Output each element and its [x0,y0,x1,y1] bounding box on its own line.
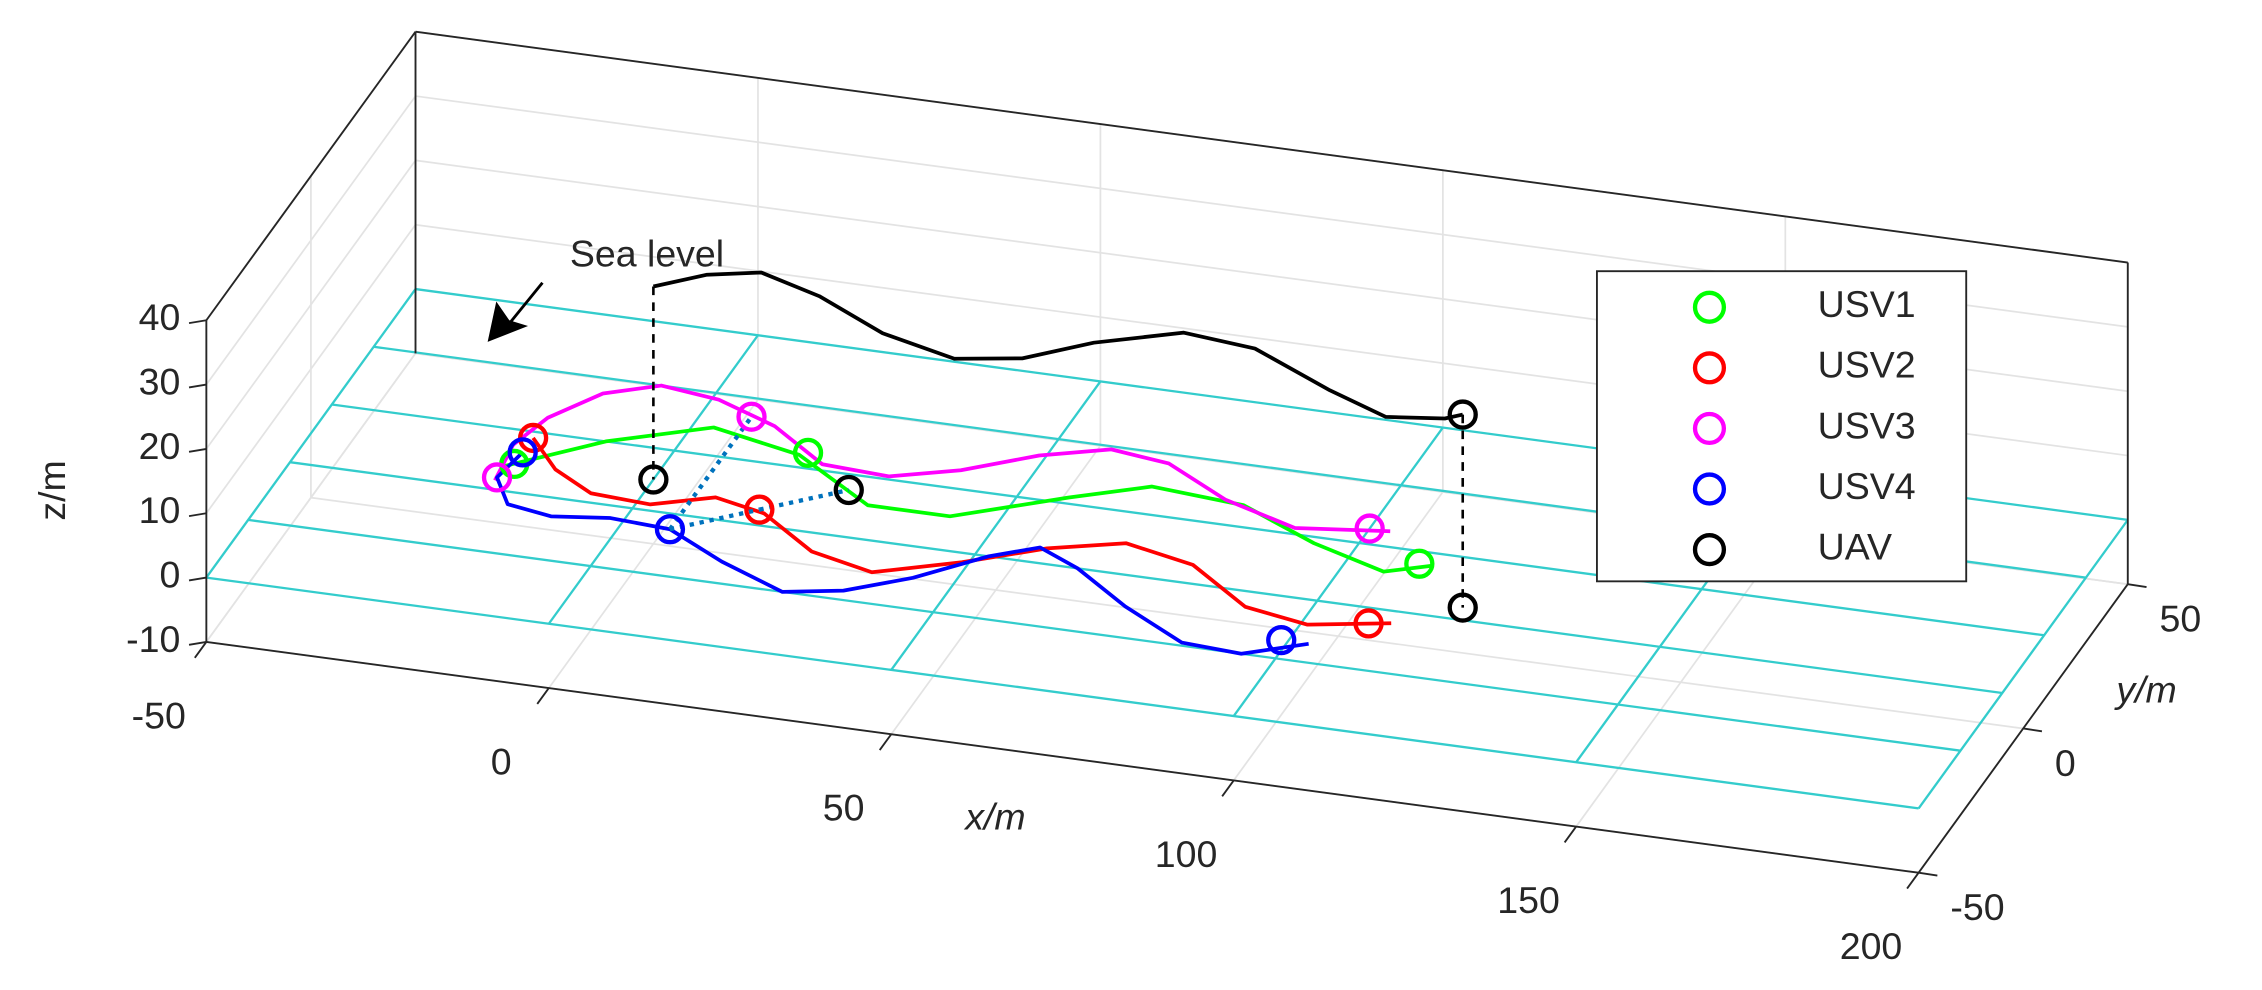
y-tick-label: 0 [2055,742,2076,784]
legend-label: USV3 [1818,404,1916,446]
position-marker [1447,592,1478,623]
y-tick [2127,583,2147,589]
z-axis-label: z/m [31,460,73,520]
annotation: Sea level [570,233,724,275]
legend-label: USV1 [1818,283,1916,325]
x-tick-label: 200 [1840,925,1903,967]
x-tick [878,733,893,751]
position-marker [1404,548,1435,579]
z-tick-label: 30 [139,360,181,402]
z-tick [188,512,207,518]
x-tick-label: 50 [823,787,865,829]
position-marker [792,437,824,468]
legend-marker [1692,411,1727,446]
sea-grid-line [331,403,2045,637]
x-tick [1563,826,1577,843]
trajectory [504,425,1434,574]
x-tick [194,641,208,659]
sea-grid-line [205,288,417,579]
position-marker [638,464,669,495]
sea-grid-line [289,461,2003,695]
grid-line [310,496,2024,730]
x-tick-label: 0 [491,740,512,782]
position-marker [744,494,775,525]
comm-link [668,415,754,531]
sea-grid-line [248,518,1961,752]
z-tick [188,383,207,389]
plot-area [481,270,1478,656]
position-marker [654,514,686,545]
legend-marker [1692,533,1727,567]
y-tick [1918,871,1938,877]
z-tick-label: 20 [139,425,181,467]
legend-label: USV4 [1818,465,1916,507]
trajectory [493,383,1391,534]
axis-line [1917,583,2129,874]
grid-line [205,224,417,514]
z-tick-label: 0 [160,553,181,595]
z-tick-label: 10 [139,489,181,531]
sea-grid-line [206,576,1919,810]
legend-label: USV2 [1818,344,1916,386]
y-axis-label: y/m [2113,668,2176,710]
legend-marker [1692,290,1727,324]
position-marker [833,474,864,506]
legend-marker [1692,351,1727,385]
x-tick-label: 100 [1155,833,1218,875]
legend-box [1595,270,1968,583]
position-marker [1353,608,1384,639]
position-marker [481,462,513,493]
z-tick-label: -10 [126,618,180,660]
z-tick [188,319,207,325]
x-tick [1221,779,1235,797]
position-marker [1447,399,1478,430]
axis-line [206,640,1919,874]
grid-line [205,352,417,643]
y-tick-label: 50 [2160,598,2202,640]
z-tick [188,640,207,646]
x-tick [536,687,550,705]
z-tick-label: 40 [139,296,181,338]
axis-line [205,31,417,321]
legend-marker [1692,472,1727,506]
trajectory [495,451,1309,656]
sea-grid-line [1917,519,2129,810]
trajectory [652,270,1464,421]
position-marker [1354,513,1385,544]
annotation-arrowhead [487,301,529,342]
legend-label: UAV [1818,526,1892,568]
position-marker [736,401,767,432]
legend: USV1 USV2 USV3 USV4 UAV [1595,270,1968,583]
trajectory [531,436,1392,627]
z-tick [188,447,207,453]
grid-line [205,159,417,450]
y-tick [2023,727,2043,733]
sea-grid-line [890,380,1102,671]
x-tick [1906,872,1920,890]
axis-line [415,30,2128,264]
y-tick-label: -50 [1950,886,2004,928]
sea-grid-line [1232,426,1444,717]
axes: -50 0 50 100 150 200 -50 0 50 -10 0 10 20 30 40 [126,30,2202,967]
z-tick [188,576,207,582]
x-tick-label: -50 [132,694,186,736]
position-marker [1266,624,1297,656]
x-tick-label: 150 [1497,879,1560,921]
grid-line [205,95,417,386]
x-axis-label: x/m [963,795,1025,837]
position-marker [507,437,538,468]
